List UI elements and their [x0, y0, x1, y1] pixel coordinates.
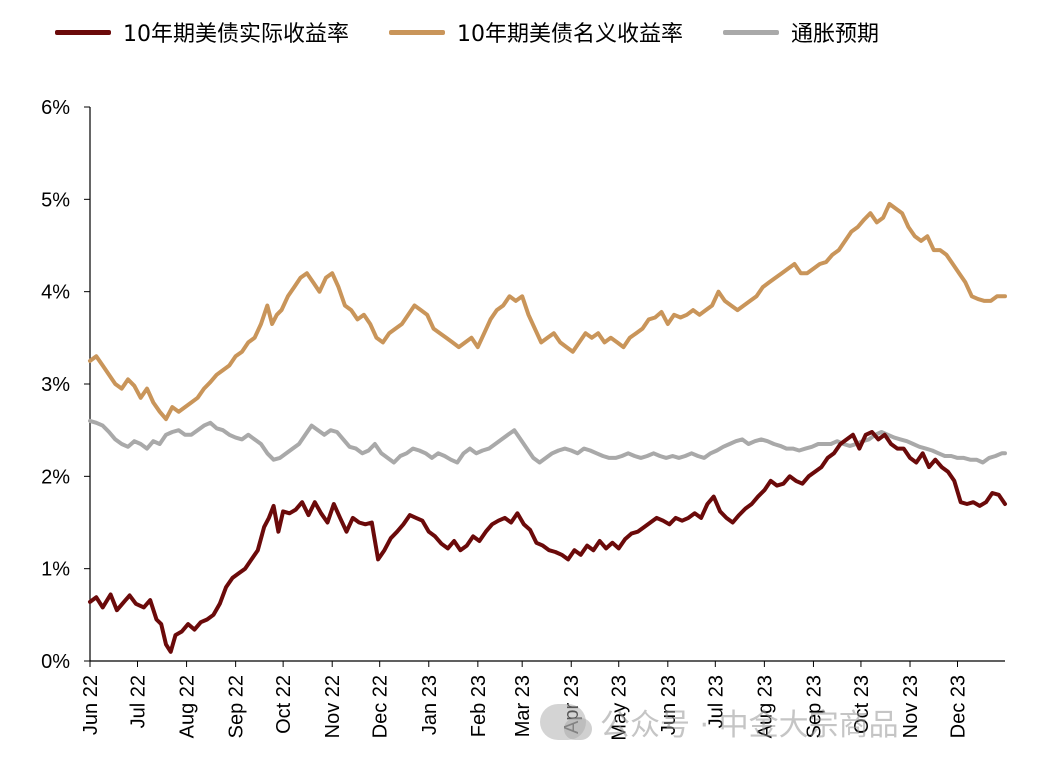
y-tick-label: 5%: [41, 189, 70, 211]
x-tick-label: Jul 23: [705, 675, 727, 728]
legend-label-real-yield: 10年期美债实际收益率: [123, 22, 349, 47]
y-tick-label: 4%: [41, 282, 70, 304]
y-tick-label: 1%: [41, 559, 70, 581]
x-tick-label: Aug 22: [177, 675, 199, 738]
x-tick-label: Sep 23: [803, 675, 825, 738]
legend-swatch-inflation-expectation: [723, 29, 779, 35]
x-tick-label: Jul 22: [127, 675, 149, 728]
series-line-inflation-expectation: [88, 418, 1007, 465]
x-tick-label: Jun 22: [80, 675, 102, 735]
legend-swatch-real-yield: [55, 29, 111, 35]
x-tick-label: Nov 23: [900, 675, 922, 738]
legend-item-nominal-yield: 10年期美债名义收益率: [389, 16, 683, 48]
series-line-nominal-yield: [88, 201, 1007, 422]
x-tick-label: Mar 23: [512, 675, 534, 737]
x-tick-label: Oct 22: [273, 675, 295, 734]
series-line-real-yield: [88, 430, 1007, 654]
watermark: 公众号 · 中金大宗商品: [540, 700, 899, 744]
chart-legend: 10年期美债实际收益率 10年期美债名义收益率 通胀预期: [55, 16, 879, 48]
y-tick-label: 3%: [41, 374, 70, 396]
legend-label-inflation-expectation: 通胀预期: [791, 22, 880, 47]
legend-item-inflation-expectation: 通胀预期: [723, 16, 879, 48]
x-tick-label: Jan 23: [419, 675, 441, 735]
x-tick-label: Sep 22: [226, 675, 248, 738]
wechat-icon: [540, 704, 592, 740]
y-tick-label: 2%: [41, 466, 70, 488]
x-tick-label: Oct 23: [851, 675, 873, 734]
y-tick-label: 0%: [41, 651, 70, 673]
x-tick-label: May 23: [609, 675, 631, 741]
x-tick-label: Aug 23: [754, 675, 776, 738]
legend-item-real-yield: 10年期美债实际收益率: [55, 16, 349, 48]
y-tick-label: 6%: [41, 97, 70, 119]
watermark-text: 公众号 · 中金大宗商品: [600, 708, 899, 743]
legend-swatch-nominal-yield: [389, 29, 445, 35]
x-tick-label: Dec 23: [948, 675, 970, 738]
legend-label-nominal-yield: 10年期美债名义收益率: [457, 22, 683, 47]
x-tick-label: Dec 22: [370, 675, 392, 738]
x-tick-label: Jun 23: [658, 675, 680, 735]
x-tick-label: Nov 22: [322, 675, 344, 738]
x-tick-label: Feb 23: [468, 675, 490, 737]
